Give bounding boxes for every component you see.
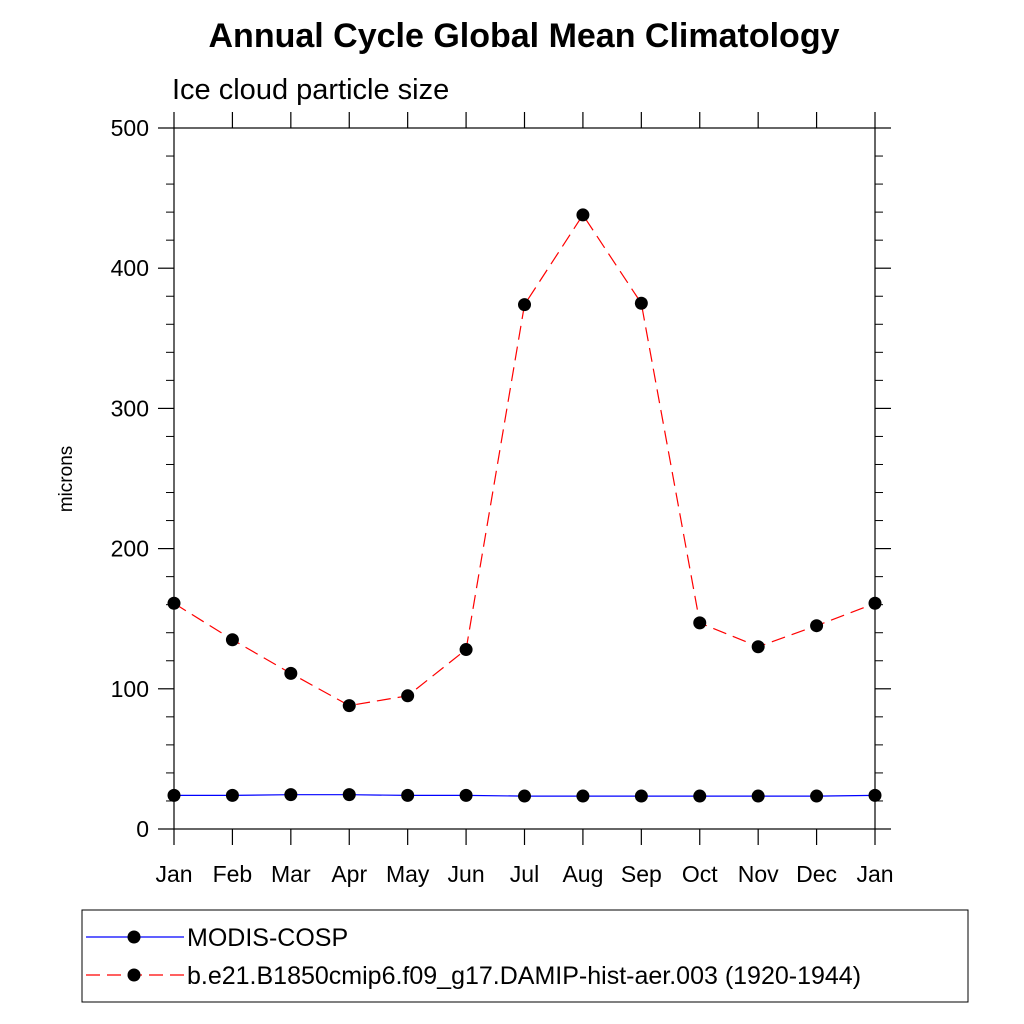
legend-label-1: b.e21.B1850cmip6.f09_g17.DAMIP-hist-aer.… bbox=[187, 962, 861, 990]
x-tick-label: Feb bbox=[213, 861, 253, 887]
series-0-point bbox=[342, 788, 356, 802]
x-tick-label: Aug bbox=[562, 861, 603, 887]
series-0-point bbox=[518, 789, 531, 803]
y-tick-label: 500 bbox=[111, 115, 149, 141]
series-1-point bbox=[576, 208, 590, 222]
x-tick-label: Mar bbox=[271, 861, 311, 887]
axis-ticks: 0 100 200 300 400 500 Jan Feb Mar Apr May Jun Jul Aug… bbox=[111, 112, 894, 887]
series-1-point bbox=[518, 298, 531, 312]
y-tick-label: 0 bbox=[136, 816, 149, 842]
legend-box bbox=[81, 909, 969, 1003]
y-tick-label: 100 bbox=[111, 676, 149, 702]
x-tick-label: Jan bbox=[856, 861, 893, 887]
series-0-point bbox=[459, 788, 473, 802]
series-1-point bbox=[167, 596, 181, 610]
x-tick-label: Jul bbox=[510, 861, 539, 887]
x-tick-label: Jun bbox=[448, 861, 485, 887]
series-1-point bbox=[634, 296, 648, 310]
series-0-point bbox=[284, 788, 298, 802]
series-line-1 bbox=[173, 213, 876, 707]
y-tick-label: 400 bbox=[111, 255, 149, 281]
series-0-point bbox=[693, 789, 707, 803]
series-0-point bbox=[634, 789, 648, 803]
series-1-point bbox=[284, 666, 298, 680]
series-1-point bbox=[693, 616, 707, 630]
x-tick-label: Sep bbox=[621, 861, 662, 887]
chart-title: Annual Cycle Global Mean Climatology bbox=[209, 17, 840, 55]
series-0-point bbox=[401, 788, 415, 802]
legend-marker-0 bbox=[127, 930, 141, 944]
series-1-point bbox=[225, 633, 239, 647]
x-tick-label: Dec bbox=[796, 861, 837, 887]
plot-frame bbox=[173, 127, 876, 830]
y-tick-label: 200 bbox=[111, 536, 149, 562]
y-tick-label: 300 bbox=[111, 395, 149, 421]
legend-label-0: MODIS-COSP bbox=[187, 924, 348, 952]
series-1-point bbox=[810, 619, 824, 633]
x-tick-label: Jan bbox=[155, 861, 192, 887]
x-tick-label: Apr bbox=[331, 861, 367, 887]
series-0-point bbox=[225, 788, 239, 802]
series-layer bbox=[167, 208, 882, 803]
series-0-point bbox=[167, 788, 181, 802]
legend: MODIS-COSP b.e21.B1850cmip6.f09_g17.DAMIP… bbox=[81, 909, 969, 1003]
x-tick-label: Nov bbox=[738, 861, 779, 887]
series-0-point bbox=[868, 788, 882, 802]
series-0-point bbox=[751, 789, 765, 803]
series-0-point bbox=[810, 789, 824, 803]
series-1-point bbox=[751, 640, 765, 654]
legend-marker-1 bbox=[127, 968, 141, 982]
x-tick-label: Oct bbox=[682, 861, 718, 887]
y-axis-label: microns bbox=[56, 446, 77, 513]
series-0-point bbox=[576, 789, 590, 803]
chart-subtitle: Ice cloud particle size bbox=[172, 74, 449, 106]
x-tick-label: May bbox=[386, 861, 430, 887]
series-1-point bbox=[459, 643, 473, 657]
series-1-point bbox=[342, 699, 356, 713]
series-1-point bbox=[868, 596, 882, 610]
series-1-point bbox=[401, 689, 415, 703]
